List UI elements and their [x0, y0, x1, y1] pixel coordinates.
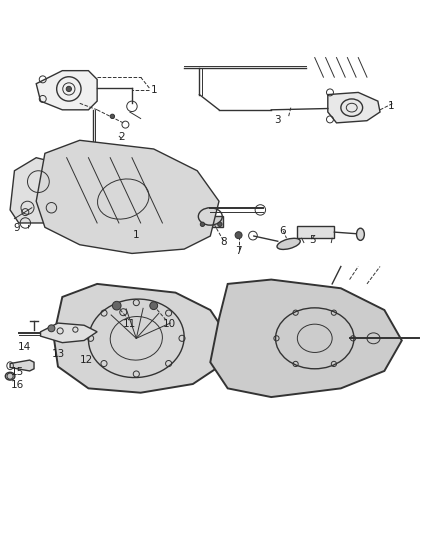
Ellipse shape — [5, 372, 15, 380]
Text: 14: 14 — [18, 342, 31, 352]
Circle shape — [150, 302, 158, 310]
Polygon shape — [36, 71, 97, 110]
Polygon shape — [328, 92, 380, 123]
Text: 11: 11 — [123, 319, 136, 329]
Polygon shape — [210, 279, 402, 397]
Text: 6: 6 — [279, 226, 286, 236]
Text: 1: 1 — [150, 85, 157, 95]
Text: 1: 1 — [388, 101, 394, 111]
Polygon shape — [41, 323, 97, 343]
Circle shape — [113, 301, 121, 310]
Text: 12: 12 — [80, 355, 93, 365]
Text: 7: 7 — [235, 246, 242, 256]
Polygon shape — [36, 140, 219, 254]
Circle shape — [66, 86, 71, 92]
Text: 16: 16 — [11, 380, 25, 390]
FancyBboxPatch shape — [199, 216, 223, 228]
Polygon shape — [53, 284, 228, 393]
Polygon shape — [10, 158, 67, 223]
Ellipse shape — [277, 238, 300, 249]
Text: 1: 1 — [133, 230, 140, 240]
Text: 5: 5 — [309, 235, 316, 245]
Text: 10: 10 — [162, 319, 176, 329]
Circle shape — [200, 222, 205, 227]
Text: 8: 8 — [220, 237, 226, 247]
Text: 15: 15 — [11, 367, 25, 377]
Text: 2: 2 — [118, 132, 124, 142]
Circle shape — [218, 222, 222, 227]
Text: 9: 9 — [13, 223, 20, 233]
Circle shape — [235, 232, 242, 239]
Circle shape — [110, 114, 115, 118]
Ellipse shape — [357, 228, 364, 240]
Circle shape — [48, 325, 55, 332]
Polygon shape — [10, 360, 34, 371]
FancyBboxPatch shape — [297, 226, 334, 238]
Text: 3: 3 — [275, 115, 281, 125]
Text: 13: 13 — [51, 350, 64, 359]
